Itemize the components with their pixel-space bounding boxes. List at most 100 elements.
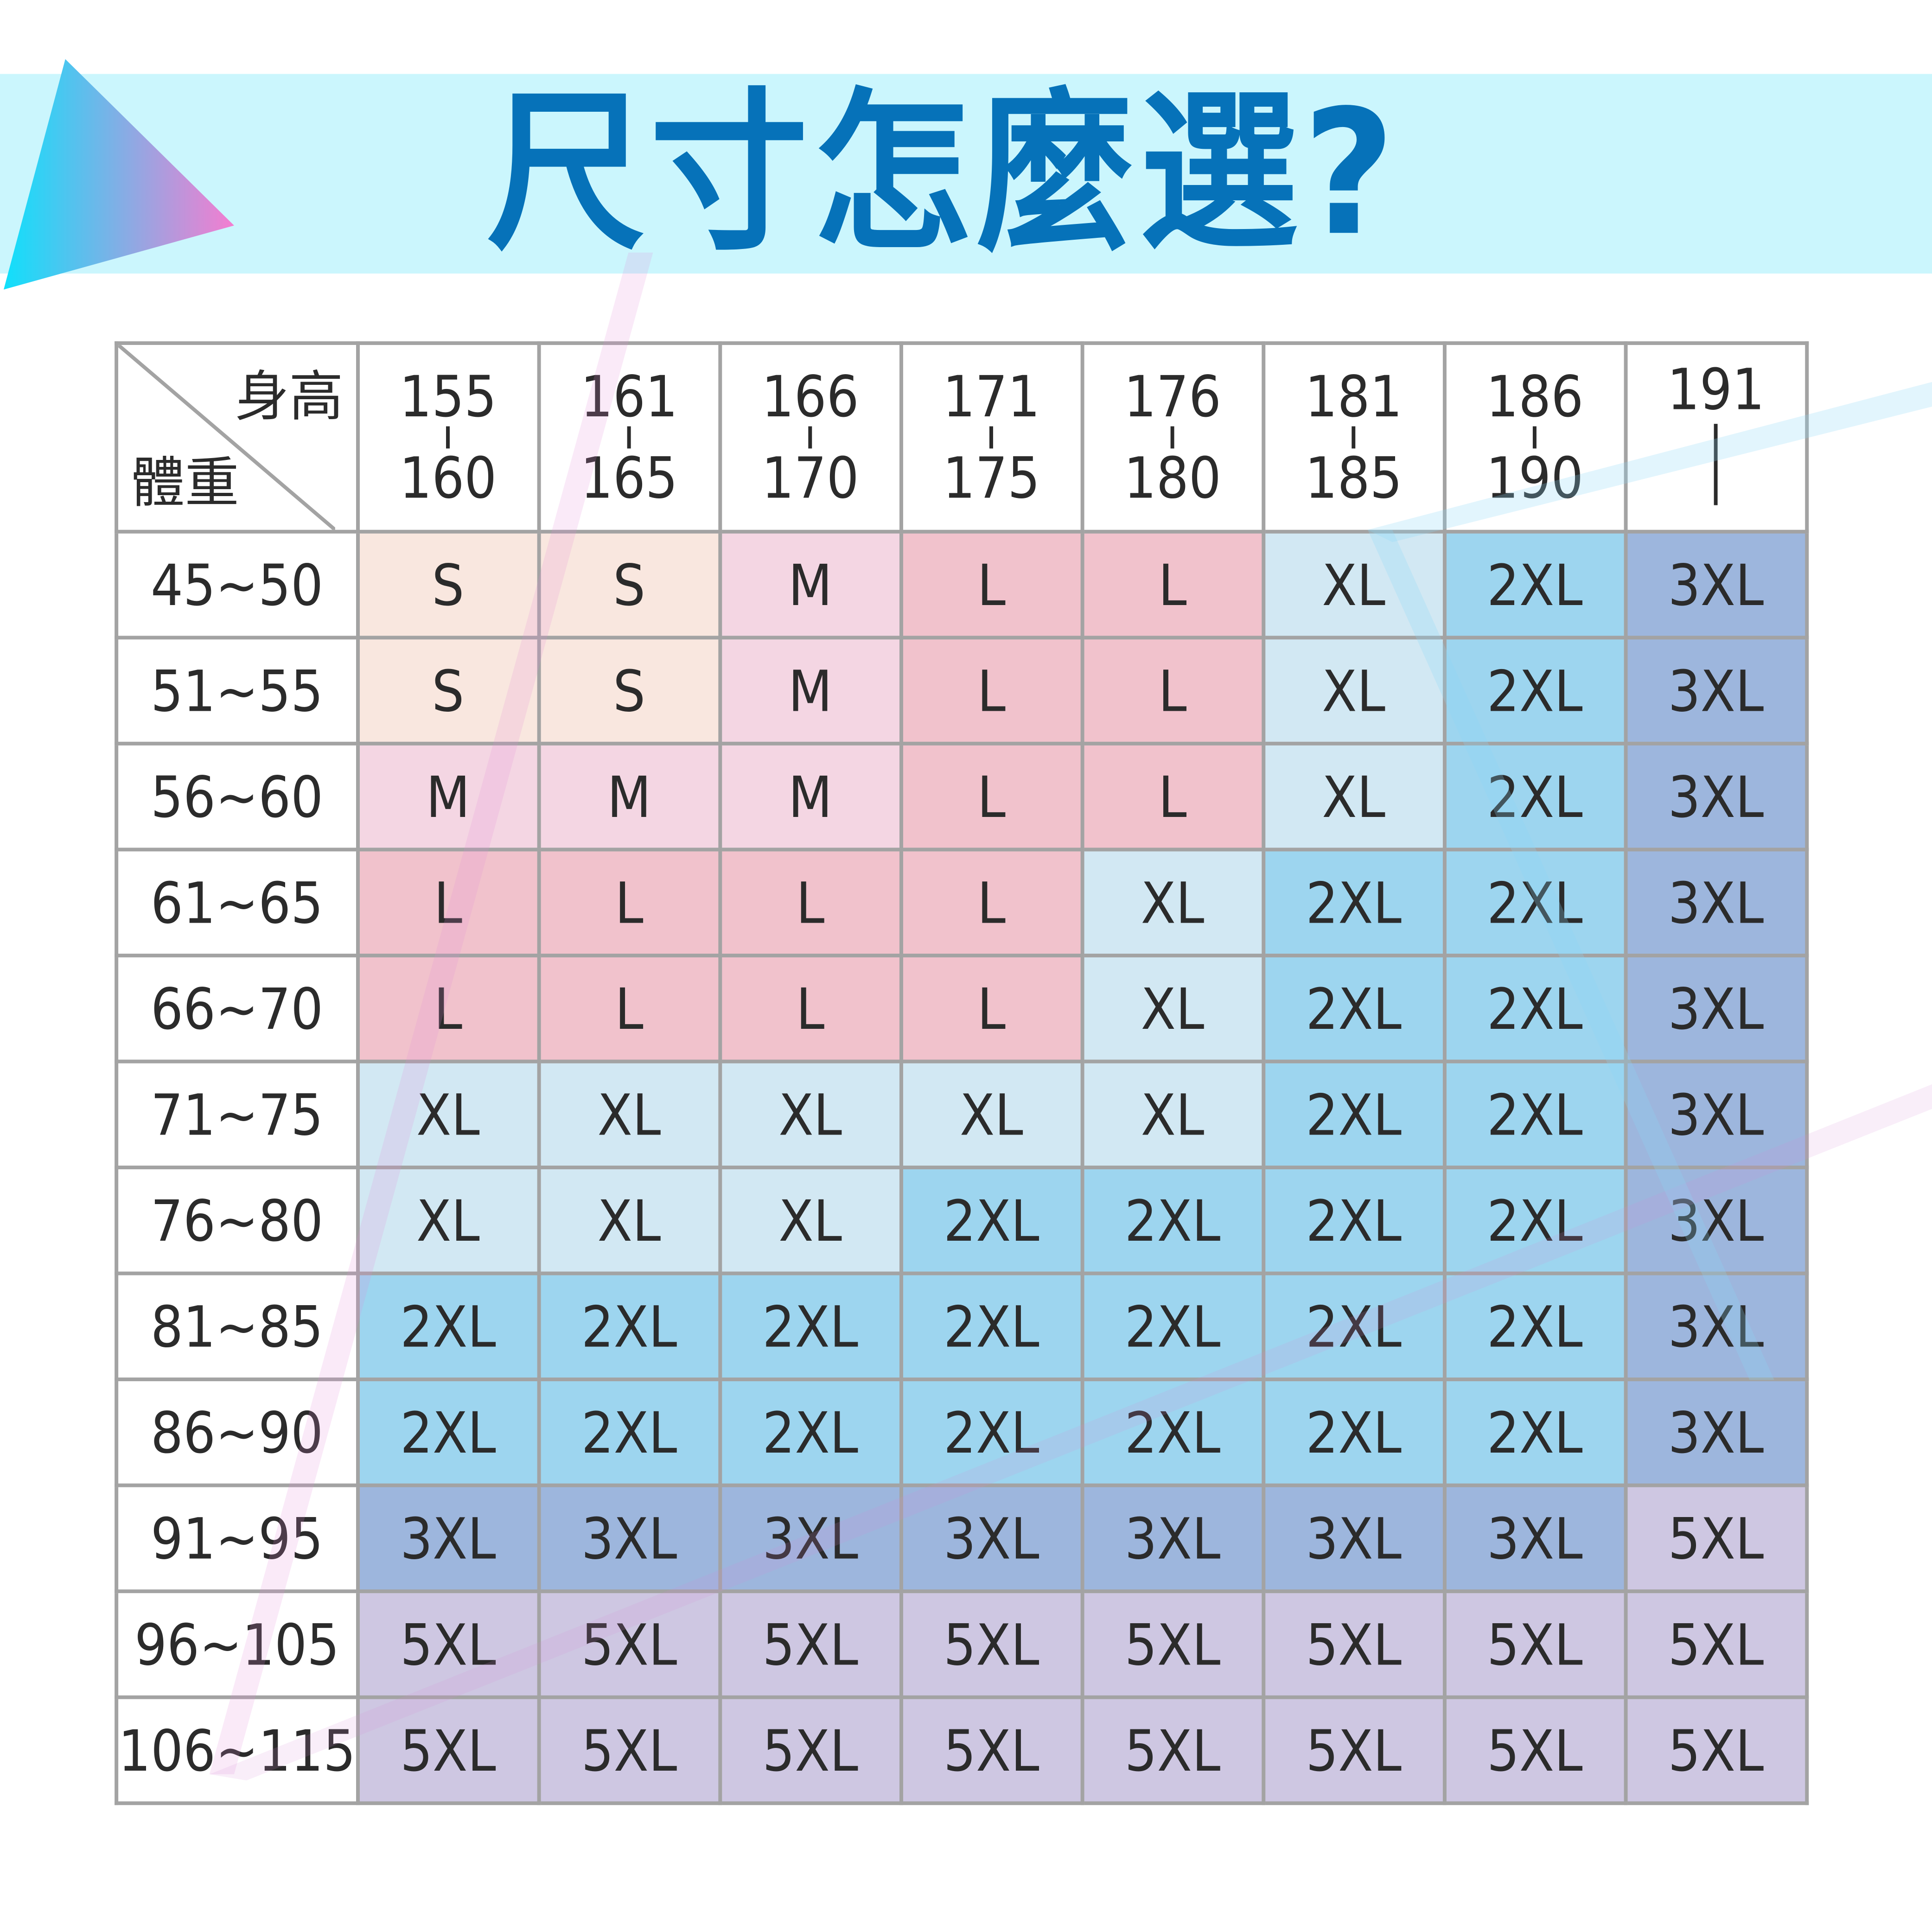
size-cell: 2XL (536, 1377, 722, 1487)
height-from: 166 (761, 363, 859, 430)
size-cell: 2XL (1442, 741, 1627, 852)
size-cell: XL (1080, 848, 1265, 957)
size-cell: 5XL (718, 1695, 903, 1805)
size-cell: XL (899, 1059, 1084, 1169)
size-cell: 5XL (1623, 1695, 1809, 1805)
size-cell: 2XL (1442, 636, 1627, 746)
height-from: 171 (943, 363, 1040, 430)
table-row: 71~75 XL XL XL XL XL 2XL 2XL 3XL (115, 1059, 1809, 1169)
weight-row-header: 45~50 (115, 529, 359, 640)
size-cell: L (356, 848, 541, 957)
size-cell: 2XL (1261, 953, 1446, 1064)
size-cell: 3XL (1623, 741, 1809, 852)
corner-header: 身高 體重 (115, 341, 359, 534)
size-cell: S (536, 636, 722, 746)
size-cell: 2XL (1442, 1059, 1627, 1169)
weight-row-header: 71~75 (115, 1059, 359, 1169)
height-to: 170 (761, 445, 859, 511)
size-cell: M (718, 529, 903, 640)
weight-row-header: 81~85 (115, 1271, 359, 1382)
size-cell: 5XL (899, 1695, 1084, 1805)
size-cell: L (1080, 529, 1265, 640)
triangle-decoration-icon (3, 59, 234, 290)
range-dash-icon (1170, 426, 1174, 449)
size-table: 身高 體重 155 160 161 165 166 170 171 175 176 180 181 1… (115, 341, 1809, 1805)
table-row: 106~115 5XL 5XL 5XL 5XL 5XL 5XL 5XL 5XL (115, 1695, 1809, 1805)
size-cell: 2XL (1442, 848, 1627, 957)
size-cell: 3XL (718, 1483, 903, 1594)
size-cell: 5XL (1261, 1695, 1446, 1805)
size-cell: 5XL (536, 1589, 722, 1699)
size-cell: XL (1261, 636, 1446, 746)
size-cell: 3XL (1623, 529, 1809, 640)
size-cell: 2XL (718, 1377, 903, 1487)
height-column-header: 191 (1623, 341, 1809, 534)
range-dash-icon (989, 426, 994, 449)
range-dash-icon (808, 426, 812, 449)
size-cell: 2XL (899, 1165, 1084, 1275)
height-from: 176 (1123, 363, 1221, 430)
weight-row-header: 66~70 (115, 953, 359, 1064)
size-cell: 5XL (718, 1589, 903, 1699)
table-row: 81~85 2XL 2XL 2XL 2XL 2XL 2XL 2XL 3XL (115, 1271, 1809, 1382)
size-cell: L (899, 529, 1084, 640)
size-cell: S (356, 636, 541, 746)
size-cell: M (356, 741, 541, 852)
weight-row-header: 96~105 (115, 1589, 359, 1699)
size-cell: 3XL (1623, 848, 1809, 957)
height-to: 190 (1486, 445, 1584, 511)
size-cell: 2XL (899, 1377, 1084, 1487)
size-cell: 2XL (1442, 1165, 1627, 1275)
size-cell: XL (536, 1059, 722, 1169)
height-column-header: 181 185 (1261, 341, 1446, 534)
size-cell: L (536, 953, 722, 1064)
weight-row-header: 106~115 (115, 1695, 359, 1805)
table-row: 45~50 S S M L L XL 2XL 3XL (115, 529, 1809, 640)
size-cell: L (1080, 636, 1265, 746)
size-cell: 5XL (1442, 1589, 1627, 1699)
size-cell: 2XL (1261, 1377, 1446, 1487)
size-cell: XL (1261, 741, 1446, 852)
height-to: 180 (1123, 445, 1221, 511)
size-cell: 2XL (1080, 1271, 1265, 1382)
size-cell: 3XL (1442, 1483, 1627, 1594)
table-row: 76~80 XL XL XL 2XL 2XL 2XL 2XL 3XL (115, 1165, 1809, 1275)
size-cell: 2XL (1261, 848, 1446, 957)
size-cell: 3XL (1261, 1483, 1446, 1594)
height-column-header: 186 190 (1442, 341, 1627, 534)
table-row: 66~70 L L L L XL 2XL 2XL 3XL (115, 953, 1809, 1064)
height-from: 155 (399, 363, 497, 430)
weight-row-header: 91~95 (115, 1483, 359, 1594)
size-cell: 2XL (356, 1377, 541, 1487)
size-cell: 2XL (1261, 1165, 1446, 1275)
size-cell: M (718, 636, 903, 746)
size-cell: 5XL (1623, 1589, 1809, 1699)
table-row: 56~60 M M M L L XL 2XL 3XL (115, 741, 1809, 852)
size-cell: 2XL (1080, 1377, 1265, 1487)
size-cell: 2XL (1442, 1377, 1627, 1487)
size-cell: M (536, 741, 722, 852)
size-cell: 2XL (1442, 1271, 1627, 1382)
size-cell: S (536, 529, 722, 640)
height-label: 身高 (235, 366, 344, 429)
height-from: 186 (1486, 363, 1584, 430)
size-cell: 2XL (1261, 1059, 1446, 1169)
size-cell: 3XL (1623, 1059, 1809, 1169)
size-cell: 5XL (1261, 1589, 1446, 1699)
size-cell: 3XL (536, 1483, 722, 1594)
range-dash-icon (1533, 426, 1537, 449)
size-cell: L (899, 636, 1084, 746)
height-to: 165 (580, 445, 678, 511)
range-dash-icon (1714, 424, 1718, 505)
table-row: 51~55 S S M L L XL 2XL 3XL (115, 636, 1809, 746)
size-cell: 5XL (356, 1695, 541, 1805)
size-cell: XL (718, 1059, 903, 1169)
size-cell: 3XL (1080, 1483, 1265, 1594)
size-cell: 5XL (1080, 1695, 1265, 1805)
height-from: 181 (1305, 363, 1403, 430)
size-cell: 2XL (1080, 1165, 1265, 1275)
size-cell: L (1080, 741, 1265, 852)
size-cell: 3XL (1623, 636, 1809, 746)
size-cell: XL (1261, 529, 1446, 640)
weight-row-header: 86~90 (115, 1377, 359, 1487)
